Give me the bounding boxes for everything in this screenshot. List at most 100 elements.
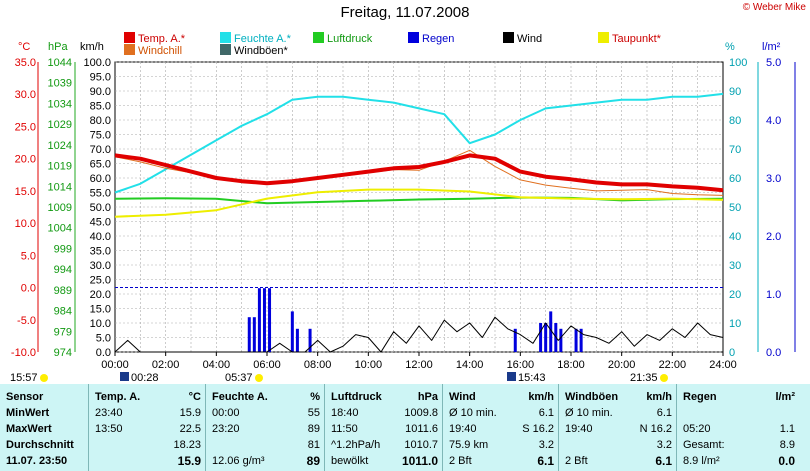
- rain-bar: [544, 323, 548, 352]
- x-tick-label: 10:00: [355, 359, 383, 371]
- wind-tick-label: 40.0: [90, 231, 111, 243]
- brand-label: © Weber Mike: [742, 2, 806, 13]
- wind-tick-label: 20.0: [90, 289, 111, 301]
- temp-tick-label: -10.0: [11, 347, 36, 359]
- weather-chart: 00:00 02:00 04:00 06:00 08:00 10:00 12:00 14:00…: [11, 57, 796, 371]
- x-tick-label: 16:00: [507, 359, 535, 371]
- temp-tick-label: 20.0: [15, 154, 36, 166]
- wind-tick-label: 65.0: [90, 159, 111, 171]
- wind-tick-label: 95.0: [90, 72, 111, 84]
- x-tick-label: 18:00: [557, 359, 585, 371]
- chart-title: Freitag, 11.07.2008: [340, 4, 470, 21]
- legend-item-pressure: Luftdruck: [313, 32, 372, 45]
- sunrise-time: 05:37: [225, 372, 253, 384]
- x-tick-label: 02:00: [152, 359, 180, 371]
- rain-axis-unit: l/m²: [762, 41, 781, 53]
- pressure-tick-label: 1019: [48, 161, 72, 173]
- pressure-tick-label: 994: [54, 264, 72, 276]
- x-tick-label: 06:00: [253, 359, 281, 371]
- pressure-tick-label: 979: [54, 326, 72, 338]
- rain-bar: [247, 317, 251, 352]
- wind-tick-label: 50.0: [90, 202, 111, 214]
- wind-tick-label: 25.0: [90, 275, 111, 287]
- wind-tick-label: 15.0: [90, 304, 111, 316]
- rain-tick-label: 1.0: [766, 289, 781, 301]
- rain-bar: [549, 311, 553, 352]
- temp-tick-label: -5.0: [17, 315, 36, 327]
- series-line-taupunkt: [114, 188, 724, 218]
- x-tick-label: 04:00: [203, 359, 231, 371]
- wind-tick-label: 100.0: [83, 57, 111, 69]
- wind-tick-label: 60.0: [90, 173, 111, 185]
- sensor-header: Sensor: [6, 391, 44, 403]
- humidity-axis-unit: %: [725, 41, 735, 53]
- rain-bar: [513, 328, 517, 352]
- series-line-wind: [114, 316, 724, 353]
- rain-bar: [290, 311, 294, 352]
- humidity-tick-label: 60: [729, 173, 741, 185]
- moon-icon: [120, 372, 129, 381]
- temp-tick-label: 30.0: [15, 89, 36, 101]
- wind-tick-label: 70.0: [90, 144, 111, 156]
- legend-item-temp: Temp. A.*: [124, 32, 185, 45]
- wind-tick-label: 90.0: [90, 86, 111, 98]
- row-label: MinWert: [6, 407, 50, 419]
- rain-tick-label: 0.0: [766, 347, 781, 359]
- wind-tick-label: 0.0: [96, 347, 111, 359]
- rain-bar: [257, 288, 261, 352]
- pressure-axis-unit: hPa: [48, 41, 68, 53]
- gust-column: Windböen km/h Ø 10 min. 6.1 19:40 N 16.2 3.…: [565, 391, 672, 468]
- pressure-tick-label: 989: [54, 285, 72, 297]
- sunrise-icon: [255, 374, 263, 382]
- pressure-tick-label: 1024: [48, 140, 72, 152]
- legend-swatch: [220, 32, 231, 43]
- humidity-tick-label: 80: [729, 115, 741, 127]
- wind-tick-label: 5.0: [96, 333, 111, 345]
- series-line-luftdruck: [114, 196, 724, 205]
- rain-bar: [579, 328, 583, 352]
- chart-grid: [114, 61, 724, 353]
- wind-tick-label: 80.0: [90, 115, 111, 127]
- temp-tick-label: 15.0: [15, 186, 36, 198]
- wind-tick-label: 35.0: [90, 246, 111, 258]
- moon-icon: [507, 372, 516, 381]
- wind-tick-label: 85.0: [90, 101, 111, 113]
- pressure-tick-label: 984: [54, 306, 72, 318]
- legend-item-rain: Regen: [408, 32, 454, 45]
- moonset-time: 15:43: [518, 372, 546, 384]
- x-tick-label: 20:00: [608, 359, 636, 371]
- temp-axis-unit: °C: [18, 41, 31, 53]
- legend-item-humidity: Feuchte A.*: [220, 32, 291, 45]
- legend-swatch: [313, 32, 324, 43]
- x-tick-label: 00:00: [101, 359, 129, 371]
- series-line-feuchtea: [114, 92, 724, 194]
- rain-bar: [574, 328, 578, 352]
- temp-tick-label: 25.0: [15, 121, 36, 133]
- wind-tick-label: 10.0: [90, 318, 111, 330]
- sensor-column: Sensor MinWert MaxWert Durchschnitt 11.0…: [0, 384, 88, 471]
- humidity-tick-label: 90: [729, 86, 741, 98]
- pressure-tick-label: 1034: [48, 98, 72, 110]
- wind-tick-label: 45.0: [90, 217, 111, 229]
- chart-series: [114, 92, 724, 353]
- wind-tick-label: 30.0: [90, 260, 111, 272]
- pressure-tick-label: 1044: [48, 57, 72, 69]
- sunset-time: 21:35: [630, 372, 658, 384]
- pressure-tick-label: 1009: [48, 202, 72, 214]
- sun-icon: [40, 374, 48, 382]
- humidity-column: Feuchte A.% 00:00 55 23:20 89 81 12.06 g/m…: [212, 391, 320, 468]
- humidity-tick-label: 40: [729, 231, 741, 243]
- pressure-tick-label: 1039: [48, 78, 72, 90]
- row-label: 11.07. 23:50: [6, 455, 68, 467]
- rain-bar: [559, 328, 563, 352]
- humidity-tick-label: 50: [729, 202, 741, 214]
- wind-axis-unit: km/h: [80, 41, 104, 53]
- humidity-tick-label: 20: [729, 289, 741, 301]
- x-tick-label: 12:00: [405, 359, 433, 371]
- temp-tick-label: 10.0: [15, 218, 36, 230]
- legend-swatch: [598, 32, 609, 43]
- legend-swatch: [503, 32, 514, 43]
- rain-bar: [262, 288, 266, 352]
- rain-bar: [539, 323, 543, 352]
- temp-tick-label: 35.0: [15, 57, 36, 69]
